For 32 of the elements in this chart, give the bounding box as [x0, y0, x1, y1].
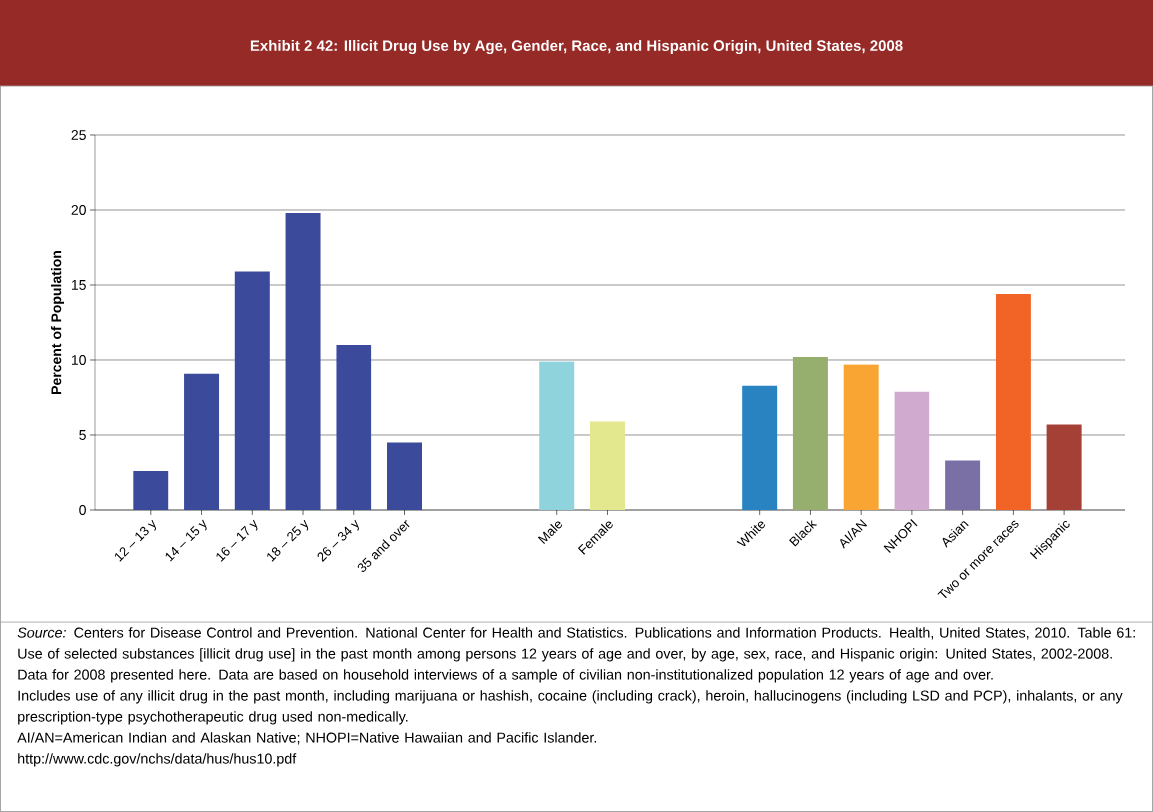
- y-tick-label: 20: [71, 205, 86, 215]
- x-tick-label: 14 – 15 y: [165, 519, 207, 562]
- text: Includes use of any illicit drug in the past month, including marijuana or hashish, cocaine (including crack), heroin, hallucinogens (including LSD and PCP), inhalants, or any prescription-type psychotherapeutic drug used non-medically.: [18, 690, 1123, 725]
- x-tick-label: 16 – 17 y: [216, 519, 258, 562]
- bar: [336, 345, 372, 510]
- bar: [843, 364, 879, 510]
- text: AI/AN=American Indian and Alaskan Native; NHOPI=Native Hawaiian and Pacific Islander.: [17, 732, 597, 745]
- bar: [995, 294, 1031, 510]
- bar: [234, 271, 270, 510]
- bar: [285, 213, 321, 510]
- text: Source: Centers for Disease Control and Prevention. National Center for Health and Statistics. Publications and Information Products. Health, United States, 2010. Table 61: Use of selected substances [illicit drug use] in the past month among persons 12 years of age and over, by age, sex, race, and Hispanic origin: United States, 2002-2008. Data for 2008 presented here. Data are based on household interviews of a sample of civilian non-institutionalized population 12 years of age and over.: [17, 627, 1135, 683]
- chart-title: Exhibit 2 42: Illicit Drug Use by Age, Gender, Race, and Hispanic Origin, United States, 2008: [250, 39, 903, 55]
- bar: [539, 361, 575, 510]
- bar: [184, 373, 220, 510]
- bar: [589, 421, 625, 510]
- bar: [742, 385, 778, 510]
- text: http://www.cdc.gov/nchs/data/hus/hus10.pdf: [18, 753, 297, 767]
- bar: [945, 460, 981, 510]
- x-tick-label: 18 – 25 y: [267, 519, 309, 562]
- y-tick-label: 15: [71, 280, 86, 290]
- y-tick-label: 0: [79, 505, 86, 515]
- y-tick-label: 25: [71, 130, 86, 140]
- y-tick-label: 10: [71, 355, 86, 365]
- bar: [133, 471, 169, 510]
- y-axis-title: Percent of Population: [50, 251, 65, 394]
- bar: [894, 391, 930, 510]
- x-tick-label: 26 – 34 y: [317, 519, 359, 562]
- bar: [387, 442, 423, 510]
- bar: [792, 357, 828, 510]
- y-tick-label: 5: [79, 430, 86, 440]
- x-tick-label: 12 – 13 y: [115, 519, 156, 562]
- bar: [1046, 424, 1082, 510]
